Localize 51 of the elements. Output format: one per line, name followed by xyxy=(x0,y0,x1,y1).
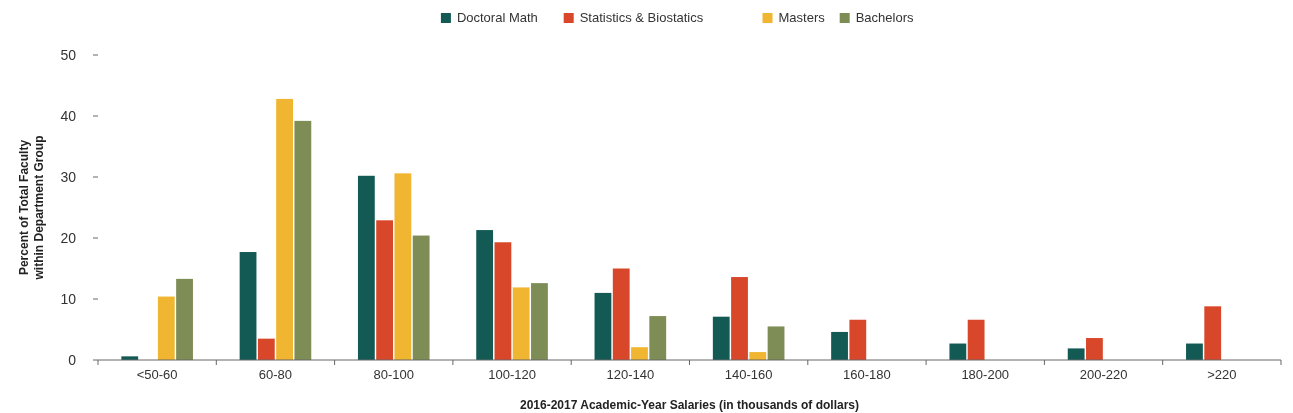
x-tick-label: 180-200 xyxy=(961,367,1010,382)
bar xyxy=(1204,306,1222,360)
bar xyxy=(276,98,293,360)
y-tick-label: 30 xyxy=(60,169,77,185)
bar xyxy=(531,283,548,360)
bar xyxy=(594,292,612,360)
bar xyxy=(1067,348,1085,360)
bar xyxy=(712,316,730,360)
bar xyxy=(157,296,175,360)
y-tick-label: 20 xyxy=(60,230,77,246)
legend-label: Bachelors xyxy=(855,10,915,25)
legend-label: Masters xyxy=(778,10,826,25)
x-tick-label: 160-180 xyxy=(843,367,891,382)
bar xyxy=(731,277,748,360)
bar xyxy=(494,242,512,360)
x-axis-title: 2016-2017 Academic-Year Salaries (in thousands of dollars) xyxy=(519,398,860,412)
bar xyxy=(239,252,257,360)
x-tick-label: >220 xyxy=(1207,367,1237,382)
y-tick-label: 0 xyxy=(68,352,77,368)
bar xyxy=(849,319,867,360)
bar xyxy=(767,326,785,360)
y-axis-title: Percent of Total Faculty within Department Group xyxy=(17,135,46,281)
bar xyxy=(294,120,312,360)
bar xyxy=(967,319,985,360)
x-tick-label: 120-140 xyxy=(606,367,655,382)
bar xyxy=(176,278,193,360)
y-tick-label: 50 xyxy=(60,47,77,63)
x-tick-label: 200-220 xyxy=(1079,367,1128,382)
bar xyxy=(631,347,648,360)
bar xyxy=(476,230,494,360)
bar xyxy=(257,338,275,360)
bar xyxy=(412,235,430,360)
bar xyxy=(376,220,394,360)
bar xyxy=(357,175,375,360)
bar xyxy=(949,343,967,360)
bar xyxy=(394,173,412,360)
bar xyxy=(512,287,530,360)
bar xyxy=(612,268,630,360)
x-tick-label: 100-120 xyxy=(488,367,536,382)
bar xyxy=(1086,338,1103,360)
bar xyxy=(831,331,848,360)
x-tick-label: 80-100 xyxy=(373,367,414,382)
x-tick-label: <50-60 xyxy=(136,367,178,382)
x-tick-label: 140-160 xyxy=(724,367,773,382)
bar xyxy=(649,316,667,360)
bar xyxy=(1186,343,1203,360)
x-tick-label: 60-80 xyxy=(258,367,293,382)
y-tick-label: 40 xyxy=(60,108,77,124)
legend-label: Statistics & Biostatics xyxy=(579,10,704,25)
legend-label: Doctoral Math xyxy=(456,10,538,25)
y-tick-label: 10 xyxy=(60,291,77,307)
